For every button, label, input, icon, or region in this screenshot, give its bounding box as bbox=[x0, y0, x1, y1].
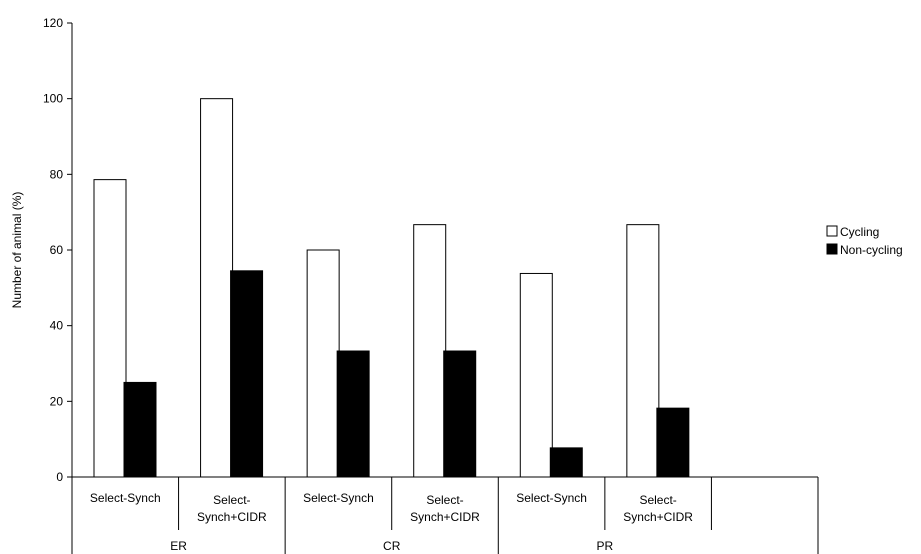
non-cycling-bar bbox=[656, 407, 690, 478]
y-tick-label: 60 bbox=[50, 243, 64, 257]
legend: Cycling Non-cycling bbox=[826, 225, 903, 257]
x-axis: Select-Synch Select-Synch+CIDR Select-Sync… bbox=[71, 476, 819, 554]
cycling-bar bbox=[93, 179, 127, 478]
category-label: Select-Synch+CIDR bbox=[623, 493, 693, 524]
legend-label: Cycling bbox=[840, 225, 879, 239]
y-tick-label: 120 bbox=[43, 16, 63, 30]
cycling-bar bbox=[626, 224, 660, 478]
y-axis-title: Number of animal (%) bbox=[10, 192, 24, 309]
cycling-bar bbox=[200, 98, 234, 478]
group-label: PR bbox=[597, 539, 614, 553]
y-tick-label: 40 bbox=[50, 319, 64, 333]
y-axis: 0 20 40 60 80 100 120 bbox=[43, 16, 73, 484]
non-cycling-bar bbox=[549, 447, 583, 478]
category-label: Select-Synch bbox=[90, 491, 161, 505]
legend-swatch bbox=[826, 225, 838, 237]
category-label: Select-Synch+CIDR bbox=[197, 493, 267, 524]
non-cycling-bar bbox=[230, 270, 264, 478]
legend-label: Non-cycling bbox=[840, 243, 903, 257]
category-label: Select-Synch+CIDR bbox=[410, 493, 480, 524]
cycling-bar bbox=[519, 272, 553, 478]
category-label: Select-Synch bbox=[303, 491, 374, 505]
bars bbox=[93, 98, 690, 478]
cycling-bar bbox=[413, 224, 447, 478]
group-label: CR bbox=[383, 539, 401, 553]
non-cycling-bar bbox=[336, 350, 370, 478]
non-cycling-bar bbox=[123, 381, 157, 478]
y-tick-label: 80 bbox=[50, 167, 64, 181]
non-cycling-bar bbox=[443, 350, 477, 478]
y-tick-label: 100 bbox=[43, 92, 63, 106]
y-tick-label: 20 bbox=[50, 394, 64, 408]
legend-swatch bbox=[826, 243, 838, 255]
cycling-bar bbox=[306, 249, 340, 478]
group-label: ER bbox=[170, 539, 187, 553]
y-tick-label: 0 bbox=[56, 470, 63, 484]
category-label: Select-Synch bbox=[516, 491, 587, 505]
